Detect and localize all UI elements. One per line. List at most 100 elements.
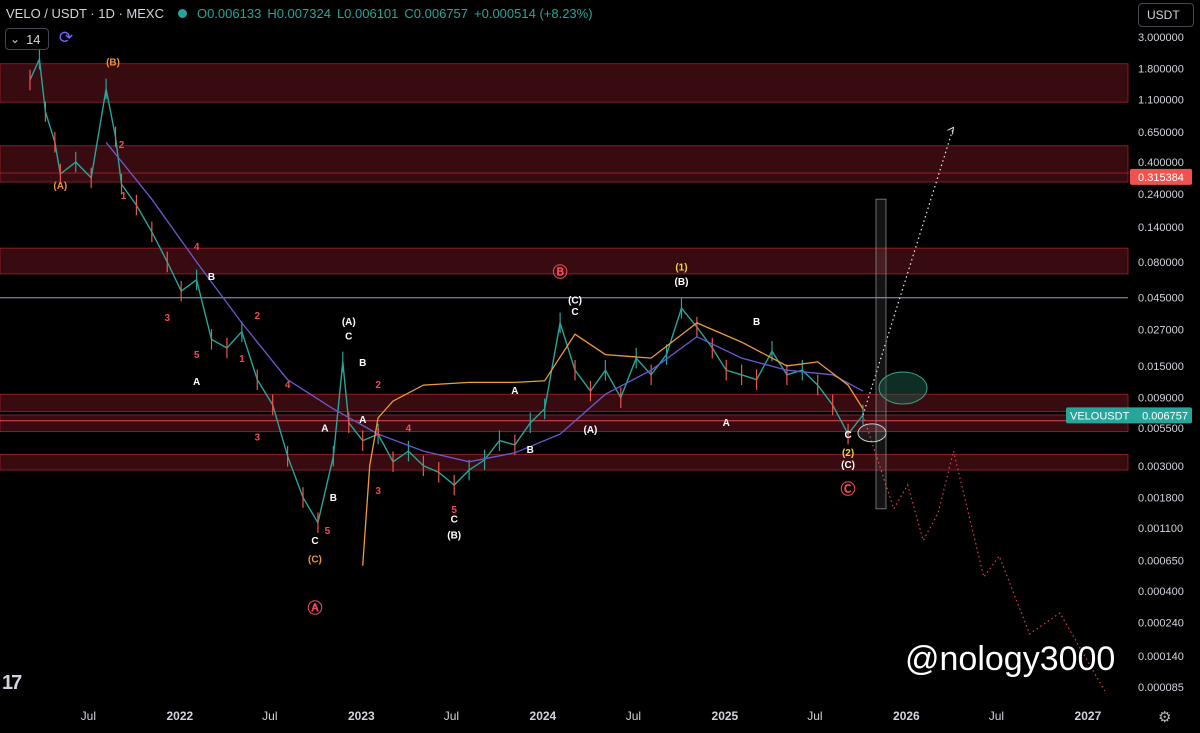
wave-label: C <box>311 536 318 547</box>
wave-label: (C) <box>308 555 322 566</box>
wave-label: (B) <box>106 57 120 68</box>
wave-label: 1 <box>239 354 245 365</box>
chevron-down-icon[interactable]: ⌄ <box>10 32 21 46</box>
x-tick-label: 2022 <box>166 709 193 723</box>
y-tick-label: 0.000650 <box>1138 556 1184 568</box>
resistance-zone <box>0 63 1129 103</box>
ohlc-open: O0.006133 <box>196 6 262 21</box>
wave-label: (A) <box>584 425 598 436</box>
wave-label: A <box>511 386 518 397</box>
wave-label: 4 <box>406 424 412 435</box>
x-tick-label: Jul <box>262 709 277 723</box>
ohlc-low: L0.006101 <box>336 6 399 21</box>
price-tag-box <box>1066 407 1192 424</box>
wave-label: (1) <box>675 262 687 273</box>
level-tag-value: 0.315384 <box>1138 172 1184 184</box>
x-tick-label: 2026 <box>893 709 920 723</box>
wave-label: B <box>527 445 534 456</box>
wave-label: (C) <box>568 295 582 306</box>
wave-label: (2) <box>842 448 854 459</box>
resistance-zone <box>0 247 1129 275</box>
x-tick-label: 2027 <box>1075 709 1102 723</box>
symbol-title[interactable]: VELO / USDT · 1D · MEXC <box>6 6 164 21</box>
currency-label: USDT <box>1147 8 1180 22</box>
resistance-zone <box>0 454 1129 471</box>
y-tick-label: 0.240000 <box>1138 189 1184 201</box>
y-tick-label: 0.000085 <box>1138 682 1184 694</box>
x-tick-label: Jul <box>989 709 1004 723</box>
wave-label: 2 <box>375 380 381 391</box>
y-tick-label: 0.000400 <box>1138 586 1184 598</box>
low-ellipse <box>857 423 887 443</box>
market-status-dot <box>177 9 187 18</box>
y-tick-label: 0.027000 <box>1138 324 1184 336</box>
author-watermark: @nology3000 <box>905 640 1116 678</box>
resistance-zone <box>0 172 1129 183</box>
wave-label: 3 <box>164 313 170 324</box>
wave-label: B <box>359 358 366 369</box>
wave-label: Ⓒ <box>841 480 856 498</box>
y-tick-label: 0.000140 <box>1138 651 1184 663</box>
indicator-length-value: 14 <box>26 31 41 47</box>
projection-up-path <box>862 127 955 416</box>
y-tick-label: 0.001800 <box>1138 492 1184 504</box>
arrow-head-icon <box>947 126 955 135</box>
wave-label: B <box>330 493 337 504</box>
y-tick-label: 0.003000 <box>1138 461 1184 473</box>
wave-label: 1 <box>375 427 381 438</box>
resistance-zone <box>0 145 1129 174</box>
price-tag-label: VELOUSDT <box>1070 410 1130 422</box>
wave-label: (B) <box>447 530 461 541</box>
target-ellipse <box>878 371 928 405</box>
wave-label: A <box>723 418 730 429</box>
ohlc-high: H0.007324 <box>267 6 331 21</box>
ohlc-close: C0.006757 <box>404 6 469 21</box>
wave-label: 3 <box>254 433 260 444</box>
resistance-zone <box>0 393 1129 412</box>
x-tick-label: 2025 <box>712 709 739 723</box>
y-tick-label: 0.015000 <box>1138 361 1184 373</box>
wave-label: Ⓑ <box>553 263 568 281</box>
y-tick-label: 1.100000 <box>1138 94 1184 106</box>
x-tick-label: Jul <box>444 709 459 723</box>
measure-box <box>875 198 887 510</box>
wave-label: 1 <box>121 191 127 202</box>
wave-label: C <box>844 430 851 441</box>
y-tick-label: 0.140000 <box>1138 222 1184 234</box>
wave-label: A <box>321 424 328 435</box>
wave-label: C <box>451 515 458 526</box>
wave-label: (B) <box>675 277 689 288</box>
sync-icon[interactable]: ⟳ <box>58 28 74 47</box>
wave-label: 2 <box>119 140 125 151</box>
currency-selector[interactable]: USDT <box>1138 3 1194 27</box>
indicator-length-box[interactable]: ⌄ 14 <box>5 28 49 50</box>
wave-label: C <box>571 307 578 318</box>
moving-average-blue <box>105 141 864 463</box>
y-tick-label: 0.045000 <box>1138 293 1184 305</box>
x-tick-label: 2024 <box>530 709 557 723</box>
resistance-zone <box>0 414 1129 433</box>
wave-label: C <box>345 331 352 342</box>
wave-label: (A) <box>342 317 356 328</box>
y-tick-label: 0.400000 <box>1138 157 1184 169</box>
y-tick-label: 0.080000 <box>1138 257 1184 269</box>
projection-down-path <box>862 414 1106 692</box>
tradingview-logo[interactable]: 17 <box>2 672 22 694</box>
y-tick-label: 3.000000 <box>1138 32 1184 44</box>
y-tick-label: 0.009000 <box>1138 393 1184 405</box>
wave-label: (A) <box>53 181 67 192</box>
wave-label: A <box>193 377 200 388</box>
level-tag-box <box>1130 168 1192 185</box>
x-tick-label: 2023 <box>348 709 375 723</box>
price-line <box>29 56 864 525</box>
moving-average-orange <box>362 322 864 566</box>
wave-label: 5 <box>451 505 457 516</box>
wave-label: B <box>753 317 760 328</box>
wave-label: 4 <box>285 380 291 391</box>
wave-label: 5 <box>194 350 200 361</box>
wave-label: 3 <box>375 486 381 497</box>
gear-icon[interactable]: ⚙ <box>1158 709 1172 726</box>
y-tick-label: 0.650000 <box>1138 127 1184 139</box>
price-tag-value: 0.006757 <box>1142 410 1188 422</box>
